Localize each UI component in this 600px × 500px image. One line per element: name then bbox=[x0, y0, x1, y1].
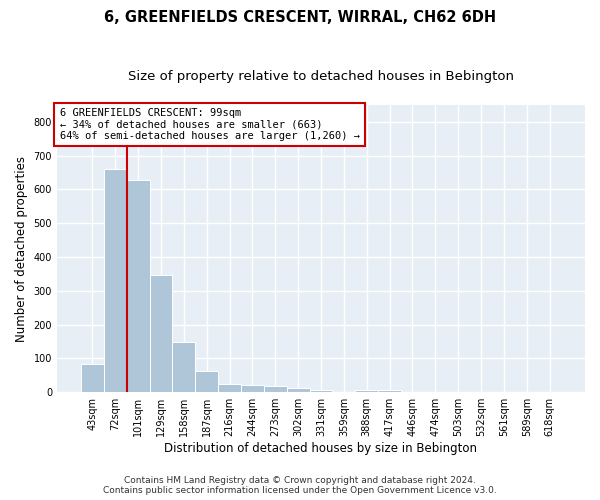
Bar bbox=[241, 386, 264, 392]
Bar bbox=[127, 180, 149, 392]
Bar bbox=[287, 388, 310, 392]
Bar bbox=[104, 169, 127, 392]
Title: Size of property relative to detached houses in Bebington: Size of property relative to detached ho… bbox=[128, 70, 514, 83]
X-axis label: Distribution of detached houses by size in Bebington: Distribution of detached houses by size … bbox=[164, 442, 478, 455]
Bar bbox=[195, 372, 218, 392]
Bar bbox=[378, 390, 401, 392]
Text: 6, GREENFIELDS CRESCENT, WIRRAL, CH62 6DH: 6, GREENFIELDS CRESCENT, WIRRAL, CH62 6D… bbox=[104, 10, 496, 25]
Bar bbox=[172, 342, 195, 392]
Bar bbox=[149, 274, 172, 392]
Bar bbox=[355, 390, 378, 392]
Y-axis label: Number of detached properties: Number of detached properties bbox=[15, 156, 28, 342]
Text: Contains HM Land Registry data © Crown copyright and database right 2024.
Contai: Contains HM Land Registry data © Crown c… bbox=[103, 476, 497, 495]
Bar bbox=[264, 386, 287, 392]
Bar bbox=[81, 364, 104, 392]
Text: 6 GREENFIELDS CRESCENT: 99sqm
← 34% of detached houses are smaller (663)
64% of : 6 GREENFIELDS CRESCENT: 99sqm ← 34% of d… bbox=[59, 108, 359, 141]
Bar bbox=[310, 390, 332, 392]
Bar bbox=[218, 384, 241, 392]
